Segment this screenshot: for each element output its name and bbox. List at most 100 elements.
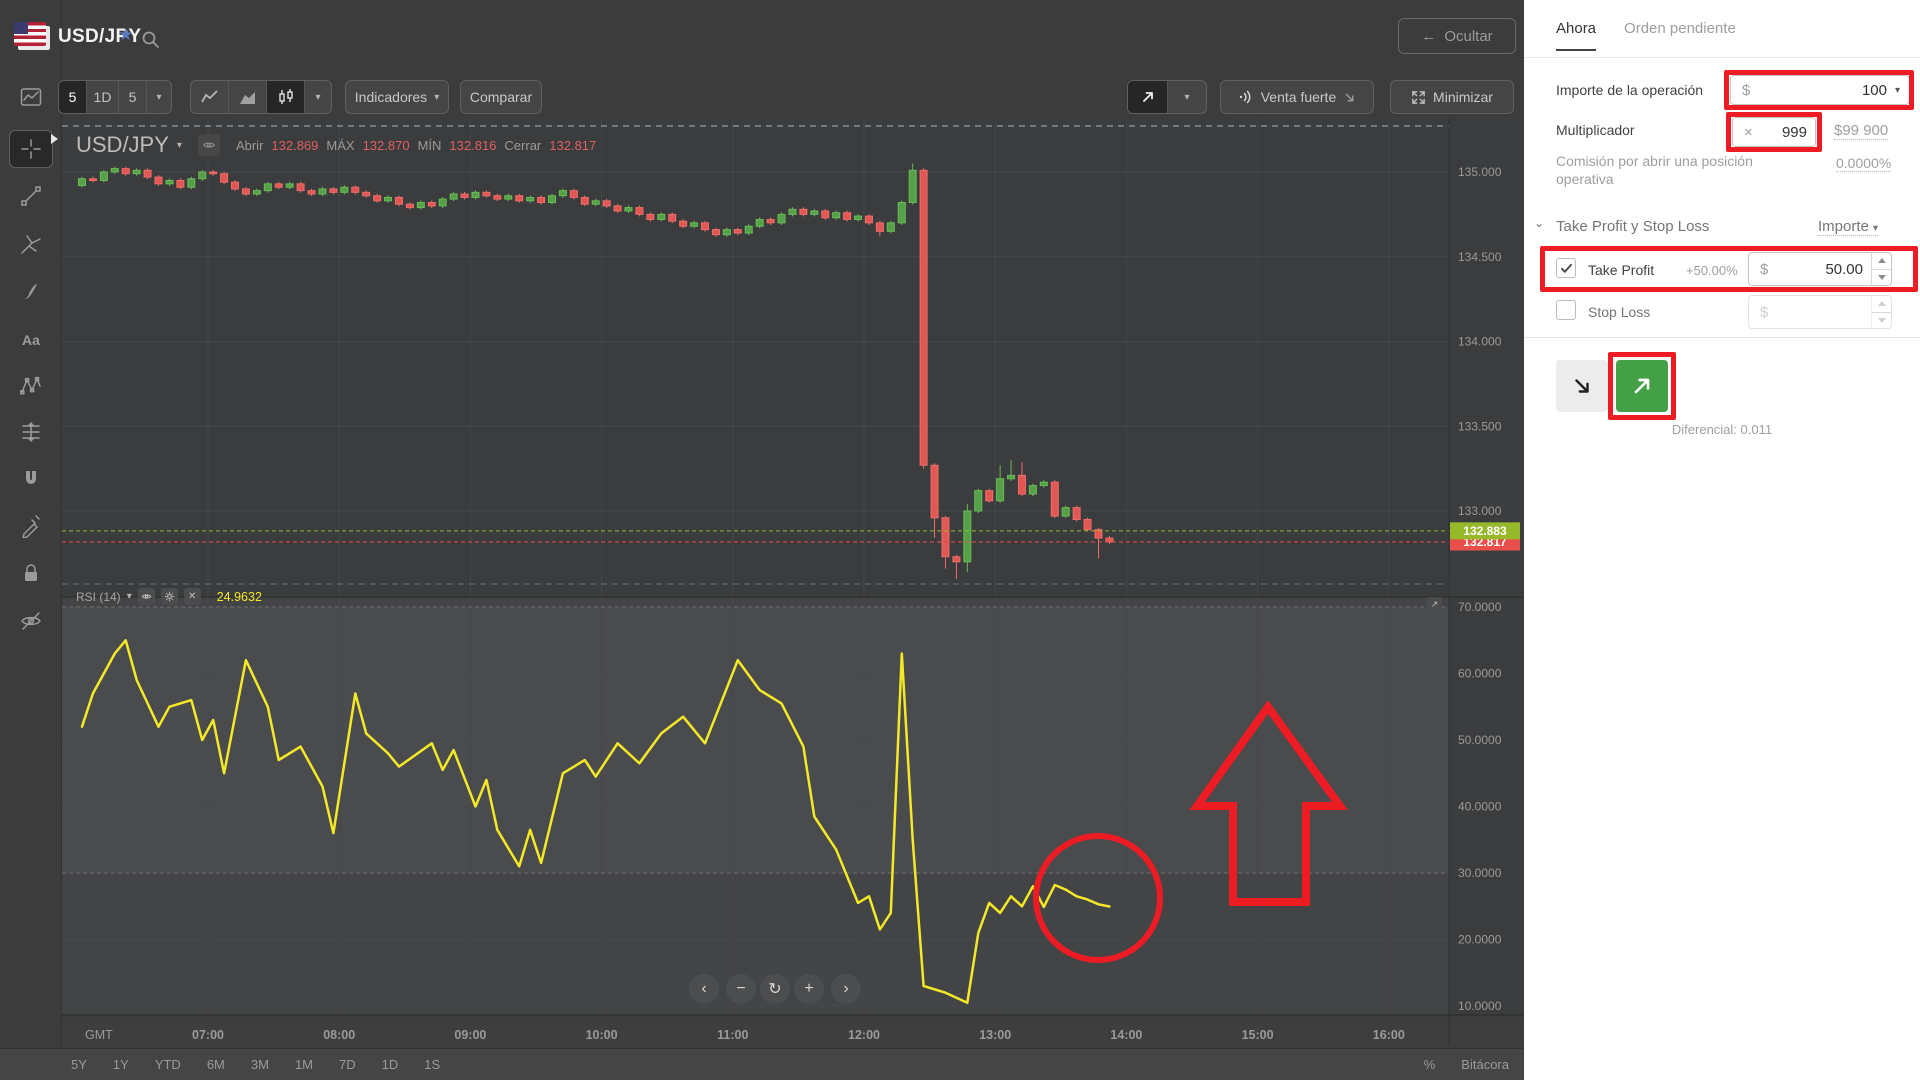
svg-text:70.0000: 70.0000 xyxy=(1458,600,1502,614)
chart-type-dropdown[interactable]: ▾ xyxy=(305,81,331,113)
zoom-out-button[interactable]: − xyxy=(726,974,756,1004)
visibility-toggle[interactable] xyxy=(197,134,220,156)
trend-line-tool[interactable] xyxy=(9,176,53,216)
svg-text:30.0000: 30.0000 xyxy=(1458,866,1502,880)
line-chart-icon xyxy=(200,90,218,103)
range-1y[interactable]: 1Y xyxy=(112,1057,129,1072)
tp-sl-section-label[interactable]: Take Profit y Stop Loss xyxy=(1556,218,1710,235)
trade-direction-group: ▾ xyxy=(1127,80,1207,114)
chevron-down-icon[interactable]: ▾ xyxy=(126,591,132,602)
svg-text:135.000: 135.000 xyxy=(1458,165,1502,179)
hide-panel-button[interactable]: ← Ocultar xyxy=(1398,18,1516,54)
commission-label-line2: operativa xyxy=(1556,171,1614,187)
direction-dropdown[interactable]: ▾ xyxy=(1168,81,1206,113)
timeframe-5-active[interactable]: 5 xyxy=(59,81,87,113)
range-bar: 5Y 1Y YTD 6M 3M 1M 7D 1D 1S % Bitácora xyxy=(0,1048,1523,1080)
tab-now[interactable]: Ahora xyxy=(1556,20,1597,51)
timeframe-dropdown[interactable]: ▾ xyxy=(147,81,171,113)
svg-text:11:00: 11:00 xyxy=(717,1028,748,1042)
active-tool-marker xyxy=(51,134,58,144)
chart-preview-tool[interactable] xyxy=(9,77,53,117)
take-profit-percent: +50.00% xyxy=(1686,263,1738,278)
indicators-button[interactable]: Indicadores ▾ xyxy=(345,80,449,114)
rsi-settings-button[interactable] xyxy=(160,588,178,605)
timeframe-5[interactable]: 5 xyxy=(119,81,147,113)
expand-arrows-icon xyxy=(1412,90,1425,104)
range-1d[interactable]: 1D xyxy=(381,1057,399,1072)
trade-panel: Ahora Orden pendiente Importe de la oper… xyxy=(1524,0,1920,1080)
tabs-divider xyxy=(1524,57,1920,58)
rsi-visibility-button[interactable] xyxy=(137,588,155,605)
projection-tool[interactable] xyxy=(9,412,53,452)
rsi-close-button[interactable]: ✕ xyxy=(183,588,201,605)
svg-text:10.0000: 10.0000 xyxy=(1458,999,1502,1013)
range-1s[interactable]: 1S xyxy=(424,1057,441,1072)
chart-type-candles-active[interactable] xyxy=(267,81,305,113)
brush-tool[interactable] xyxy=(9,272,53,312)
chevron-down-icon[interactable]: ▾ xyxy=(176,139,182,151)
range-7d[interactable]: 7D xyxy=(339,1057,356,1072)
minimize-label: Minimizar xyxy=(1433,89,1493,105)
multiplier-input[interactable]: × 999 xyxy=(1732,117,1816,147)
pattern-tool[interactable] xyxy=(9,366,53,406)
hide-drawings-tool[interactable] xyxy=(9,601,53,641)
amount-input[interactable]: $ 100 ▾ xyxy=(1730,75,1910,105)
chart-symbol[interactable]: USD/JPY xyxy=(76,132,169,157)
hide-panel-label: Ocultar xyxy=(1444,27,1493,45)
stop-loss-stepper[interactable] xyxy=(1871,296,1891,328)
rsi-label[interactable]: RSI (14) xyxy=(76,589,121,604)
scroll-left-button[interactable]: ‹ xyxy=(689,974,719,1004)
zoom-in-button[interactable]: + xyxy=(794,974,824,1004)
timeframe-1d[interactable]: 1D xyxy=(87,81,119,113)
search-icon[interactable] xyxy=(139,28,161,55)
chevron-down-icon[interactable]: ▾ xyxy=(1894,84,1900,96)
range-3m[interactable]: 3M xyxy=(250,1057,269,1072)
chart-type-area[interactable] xyxy=(229,81,267,113)
take-profit-input[interactable]: $ 50.00 xyxy=(1748,252,1892,286)
signal-button[interactable]: Venta fuerte xyxy=(1220,80,1374,114)
rsi-value: 24.9632 xyxy=(216,589,262,604)
text-tool[interactable]: Aa xyxy=(9,320,53,360)
sell-button[interactable] xyxy=(1556,360,1608,412)
eye-off-icon xyxy=(21,612,41,630)
signal-label: Venta fuerte xyxy=(1260,89,1337,105)
xabcd-pattern-icon xyxy=(20,376,41,395)
favorite-star-icon[interactable]: ★ xyxy=(118,25,134,44)
price-rsi-chart[interactable]: 135.000 134.500 134.000 133.500 133.000 70.00… xyxy=(62,118,1523,1048)
buy-direction-button[interactable] xyxy=(1616,360,1668,412)
close-value: 132.817 xyxy=(549,137,597,153)
crosshair-tool[interactable] xyxy=(9,130,53,168)
minimize-button[interactable]: Minimizar xyxy=(1390,80,1514,114)
magnet-tool[interactable] xyxy=(9,459,53,499)
scroll-right-button[interactable]: › xyxy=(831,974,861,1004)
edit-drawings-tool[interactable] xyxy=(9,506,53,546)
range-ytd[interactable]: YTD xyxy=(154,1057,181,1072)
range-1m[interactable]: 1M xyxy=(294,1057,313,1072)
range-5y[interactable]: 5Y xyxy=(71,1057,87,1072)
svg-text:12:00: 12:00 xyxy=(848,1028,880,1042)
pitchfork-icon xyxy=(21,235,41,254)
arrow-down-right-icon xyxy=(1575,379,1589,393)
chart-type-line[interactable] xyxy=(191,81,229,113)
tp-sl-mode-dropdown[interactable]: Importe ▾ xyxy=(1818,218,1879,236)
tab-pending-order[interactable]: Orden pendiente xyxy=(1624,20,1736,37)
chevron-down-icon[interactable]: ⌄ xyxy=(1534,216,1545,230)
asset-title: USD/JPY xyxy=(58,26,142,47)
rsi-maximize-button[interactable]: ↗ xyxy=(1427,597,1442,612)
stop-loss-checkbox[interactable] xyxy=(1556,300,1576,320)
lock-drawings-tool[interactable] xyxy=(9,553,53,593)
candles-icon xyxy=(278,89,293,104)
stop-loss-input[interactable]: $ xyxy=(1748,295,1892,329)
direction-up-selected[interactable] xyxy=(1128,81,1168,113)
range-6m[interactable]: 6M xyxy=(206,1057,225,1072)
chevron-down-icon: ▾ xyxy=(1873,223,1879,234)
pitchfork-tool[interactable] xyxy=(9,224,53,264)
take-profit-stepper[interactable] xyxy=(1871,253,1891,285)
take-profit-checkbox[interactable] xyxy=(1556,258,1576,278)
percent-scale-button[interactable]: % xyxy=(1423,1057,1436,1072)
log-scale-button[interactable]: Bitácora xyxy=(1461,1057,1509,1072)
compare-button[interactable]: Comparar xyxy=(460,80,542,114)
reset-view-button[interactable]: ↻ xyxy=(760,974,790,1004)
tp-sl-mode-value: Importe xyxy=(1818,218,1869,235)
